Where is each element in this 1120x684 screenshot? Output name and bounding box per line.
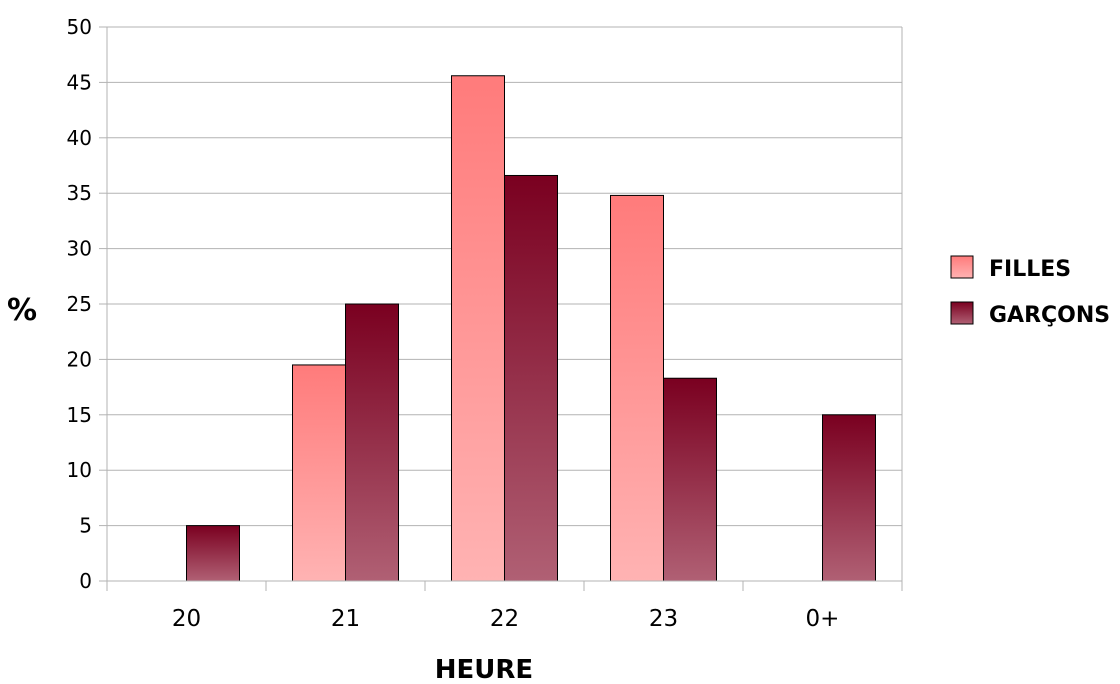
y-tick-label: 10 [67, 458, 92, 482]
y-tick-label: 45 [67, 70, 92, 94]
y-tick-label: 40 [67, 126, 92, 150]
axes [106, 27, 903, 582]
bar-filles-21 [292, 364, 346, 582]
x-tick-label: 0+ [806, 606, 840, 632]
y-tick-label: 50 [67, 15, 92, 39]
y-tick-label: 0 [79, 569, 92, 593]
legend-swatch-garcons [950, 301, 974, 325]
bar-filles-23 [610, 194, 664, 582]
y-tick-label: 15 [67, 403, 92, 427]
bar-garcons-20 [186, 525, 240, 582]
x-tick-label: 20 [172, 606, 201, 632]
legend: FILLES GARÇONS [950, 255, 1110, 328]
y-tick-labels: 0 5 10 15 20 25 30 35 40 45 50 [67, 15, 107, 593]
bars [186, 75, 876, 582]
y-tick-label: 5 [79, 514, 92, 538]
bar-filles-22 [451, 75, 505, 582]
bar-garcons-21 [345, 303, 399, 582]
legend-label-garcons: GARÇONS [989, 303, 1110, 328]
x-tick-labels: 20 21 22 23 0+ [106, 581, 903, 632]
x-tick-label: 21 [331, 606, 360, 632]
legend-swatch-filles [950, 255, 974, 279]
bar-garcons-22 [504, 174, 558, 582]
x-axis-title: HEURE [435, 655, 533, 684]
y-tick-label: 35 [67, 181, 92, 205]
x-tick-label: 23 [649, 606, 678, 632]
bar-garcons-0+ [822, 414, 876, 582]
y-tick-label: 30 [67, 237, 92, 261]
y-axis-title: % [7, 293, 37, 328]
bar-garcons-23 [663, 377, 717, 582]
legend-label-filles: FILLES [989, 257, 1071, 282]
x-tick-label: 22 [490, 606, 519, 632]
y-tick-label: 20 [67, 347, 92, 371]
y-tick-label: 25 [67, 292, 92, 316]
